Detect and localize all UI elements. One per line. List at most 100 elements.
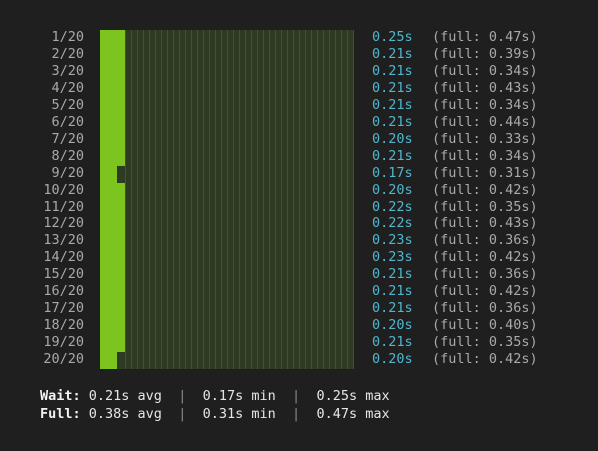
run-wait-time: 0.22s — [372, 198, 413, 215]
run-wait-time: 0.22s — [372, 215, 413, 232]
run-row: 20/20 0.20s (full: 0.42s) — [0, 351, 598, 368]
bar-track-stripe — [137, 30, 138, 369]
run-timing-bar — [100, 148, 125, 166]
run-full-time: (full: 0.39s) — [432, 45, 538, 62]
bar-track-stripe — [335, 30, 336, 369]
summary-wait-max: 0.25s max — [316, 388, 390, 404]
run-wait-time: 0.21s — [372, 300, 413, 317]
run-full-time: (full: 0.42s) — [432, 283, 538, 300]
run-row: 4/20 0.21s (full: 0.43s) — [0, 80, 598, 97]
summary-full-avg: 0.38s avg — [88, 406, 162, 422]
run-label: 13/20 — [43, 232, 84, 249]
run-wait-time: 0.25s — [372, 29, 413, 45]
run-wait-time: 0.17s — [372, 164, 413, 181]
run-full-time: (full: 0.31s) — [432, 164, 538, 181]
run-timing-bar — [100, 267, 125, 285]
run-wait-time: 0.21s — [372, 45, 413, 62]
bar-track-stripe — [203, 30, 204, 369]
summary-full-line: Full: 0.38s avg | 0.31s min | 0.47s max — [40, 405, 580, 423]
bar-track-stripe — [227, 30, 228, 369]
summary-separator: | — [178, 406, 187, 422]
run-label: 5/20 — [51, 96, 84, 113]
run-timing-bar — [100, 335, 125, 353]
run-full-time: (full: 0.42s) — [432, 351, 538, 368]
bar-track-stripe — [287, 30, 288, 369]
run-wait-time: 0.20s — [372, 317, 413, 334]
bar-track-stripe — [305, 30, 306, 369]
run-label: 20/20 — [43, 351, 84, 368]
summary-full-max: 0.47s max — [316, 406, 390, 422]
bar-track-stripe — [317, 30, 318, 369]
run-row: 3/20 0.21s (full: 0.34s) — [0, 63, 598, 80]
run-full-time: (full: 0.36s) — [432, 300, 538, 317]
bar-track-stripe — [161, 30, 162, 369]
bar-track-stripe — [257, 30, 258, 369]
summary-separator: | — [178, 388, 187, 404]
bar-track-stripe — [239, 30, 240, 369]
run-wait-time: 0.21s — [372, 266, 413, 283]
bar-track-stripe — [353, 30, 354, 369]
run-row: 6/20 0.21s (full: 0.44s) — [0, 114, 598, 131]
run-wait-time: 0.23s — [372, 249, 413, 266]
run-full-time: (full: 0.35s) — [432, 198, 538, 215]
bar-track-stripe — [347, 30, 348, 369]
run-full-time: (full: 0.43s) — [432, 215, 538, 232]
run-timing-bar — [100, 63, 125, 81]
run-wait-time: 0.21s — [372, 113, 413, 130]
run-wait-time: 0.21s — [372, 62, 413, 79]
run-label: 1/20 — [51, 29, 84, 45]
bar-track-stripe — [149, 30, 150, 369]
bar-track-stripe — [329, 30, 330, 369]
bar-track-stripe — [299, 30, 300, 369]
bar-track-stripe — [323, 30, 324, 369]
run-row: 7/20 0.20s (full: 0.33s) — [0, 131, 598, 148]
run-row: 2/20 0.21s (full: 0.39s) — [0, 46, 598, 63]
run-row: 10/20 0.20s (full: 0.42s) — [0, 182, 598, 199]
run-label: 16/20 — [43, 283, 84, 300]
run-wait-time: 0.21s — [372, 147, 413, 164]
summary-wait-label: Wait: — [40, 388, 81, 404]
run-full-time: (full: 0.40s) — [432, 317, 538, 334]
run-timing-bar — [100, 318, 125, 336]
run-row: 16/20 0.21s (full: 0.42s) — [0, 283, 598, 300]
run-wait-time: 0.20s — [372, 130, 413, 147]
bar-track-stripe — [215, 30, 216, 369]
bar-track-stripe — [341, 30, 342, 369]
run-wait-time: 0.21s — [372, 334, 413, 351]
run-row: 19/20 0.21s (full: 0.35s) — [0, 334, 598, 351]
run-row: 5/20 0.21s (full: 0.34s) — [0, 97, 598, 114]
run-label: 11/20 — [43, 198, 84, 215]
run-timing-bar — [100, 250, 125, 268]
run-row: 17/20 0.21s (full: 0.36s) — [0, 300, 598, 317]
run-wait-time: 0.23s — [372, 232, 413, 249]
run-label: 17/20 — [43, 300, 84, 317]
run-label: 4/20 — [51, 79, 84, 96]
run-label: 10/20 — [43, 181, 84, 198]
run-full-time: (full: 0.47s) — [432, 29, 538, 45]
bar-track-stripe — [293, 30, 294, 369]
run-row: 18/20 0.20s (full: 0.40s) — [0, 317, 598, 334]
run-timing-bar — [100, 182, 125, 200]
run-label: 15/20 — [43, 266, 84, 283]
bar-track-stripe — [263, 30, 264, 369]
bar-track-stripe — [275, 30, 276, 369]
bar-track-stripe — [143, 30, 144, 369]
summary-separator: | — [292, 388, 301, 404]
run-full-time: (full: 0.34s) — [432, 96, 538, 113]
run-timing-bar — [100, 131, 125, 149]
run-row: 1/20 0.25s (full: 0.47s) — [0, 29, 598, 46]
run-row: 11/20 0.22s (full: 0.35s) — [0, 199, 598, 216]
bar-track-stripe — [269, 30, 270, 369]
run-timing-bar — [100, 114, 125, 132]
bar-track-stripe — [179, 30, 180, 369]
bar-track-stripe — [311, 30, 312, 369]
run-wait-time: 0.21s — [372, 283, 413, 300]
run-full-time: (full: 0.34s) — [432, 147, 538, 164]
run-label: 18/20 — [43, 317, 84, 334]
bar-track-stripe — [191, 30, 192, 369]
bar-track-stripe — [281, 30, 282, 369]
run-row: 15/20 0.21s (full: 0.36s) — [0, 266, 598, 283]
summary-full-min: 0.31s min — [202, 406, 276, 422]
bar-track-stripe — [209, 30, 210, 369]
